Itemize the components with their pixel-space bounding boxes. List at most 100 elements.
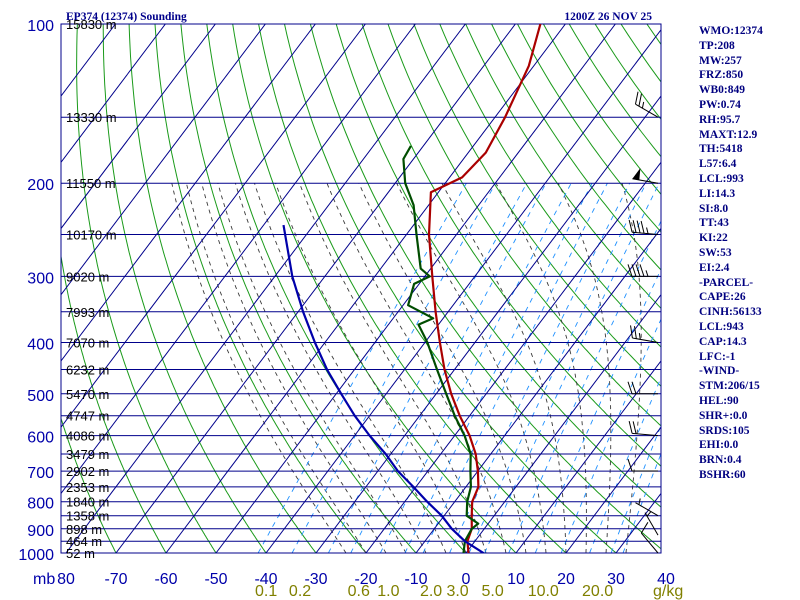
height-label: 1358 m: [66, 509, 109, 524]
stat-line: -WIND-: [699, 365, 740, 378]
height-label: 11550 m: [66, 176, 116, 191]
wind-barb-staff: [632, 337, 659, 343]
wind-barb: [644, 510, 659, 536]
dry-adiabat: [102, 24, 267, 553]
isotherm: [515, 360, 661, 553]
temperature-tick-label: -10: [404, 571, 427, 588]
pressure-tick-label: 200: [27, 177, 54, 194]
wind-barb-staff: [632, 432, 659, 437]
stat-line: WB0:849: [699, 84, 745, 97]
dry-adiabat: [387, 24, 661, 427]
isotherm: [61, 24, 416, 495]
height-label: 15830 m: [66, 17, 117, 32]
mixing-ratio-label: 2.0: [420, 583, 442, 600]
stat-line: MAXT:12.9: [699, 128, 758, 141]
wind-barb-staff: [640, 532, 659, 554]
wind-barb-flag: [632, 220, 637, 233]
isotherm: [61, 24, 266, 296]
wind-barb-flag: [633, 326, 637, 339]
temperature-tick-label: 10: [507, 571, 525, 588]
pressure-tick-label: 500: [27, 388, 54, 405]
temperature-trace: [427, 24, 542, 553]
dry-adiabat: [258, 24, 567, 553]
moist-adiabat: [171, 183, 347, 553]
mixing-ratio-label: 3.0: [446, 583, 468, 600]
isotherm: [115, 24, 516, 553]
temperature-tick-label: 20: [557, 571, 575, 588]
temperature-tick-label: -40: [254, 571, 277, 588]
height-label: 1840 m: [66, 495, 109, 510]
isotherm: [165, 24, 566, 553]
isotherm: [265, 28, 661, 553]
wind-barb: [634, 91, 659, 118]
pressure-tick-label: 100: [27, 18, 54, 35]
wind-barb-flag: [631, 264, 637, 277]
wind-barb-pennant: [632, 167, 641, 180]
stat-line: LFC:-1: [699, 350, 736, 363]
isotherm: [315, 95, 661, 553]
wind-barb: [627, 458, 658, 472]
wind-barb: [640, 522, 659, 554]
height-label: 9020 m: [66, 269, 109, 284]
pressure-tick-label: 900: [27, 523, 54, 540]
mixing-ratio-label: 10.0: [528, 583, 559, 600]
temperature-tick-label: -60: [154, 571, 177, 588]
height-label: 4747 m: [66, 409, 109, 424]
stat-line: BRN:0.4: [699, 454, 742, 467]
height-label: 6232 m: [66, 363, 109, 378]
chart-title: EP374 (12374) Sounding: [66, 11, 187, 23]
wind-barb-flag: [634, 91, 639, 105]
mb-unit-label: mb: [33, 571, 55, 588]
dry-adiabat: [154, 24, 367, 553]
isotherm: [415, 227, 661, 553]
stat-line: FRZ:850: [699, 69, 744, 82]
moist-adiabat: [441, 182, 567, 553]
pressure-tick-label: 1000: [18, 547, 54, 564]
stat-line: LCL:943: [699, 320, 744, 333]
dry-adiabat: [335, 24, 661, 508]
height-label: 5470 m: [66, 387, 109, 402]
temperature-tick-label: 40: [657, 571, 675, 588]
stat-line: TH:5418: [699, 143, 743, 156]
mixing-ratio-line: [534, 268, 661, 553]
stat-line: SRDS:105: [699, 424, 750, 437]
wind-barb: [628, 219, 659, 236]
dry-adiabat: [232, 24, 517, 553]
wind-barb-halfflag: [641, 101, 645, 109]
pressure-tick-label: 400: [27, 336, 54, 353]
isotherm: [65, 24, 466, 553]
height-label: 464 m: [66, 534, 102, 549]
valid-time: 1200Z 26 NOV 25: [564, 11, 652, 23]
isotherm: [465, 293, 661, 553]
moist-adiabat: [557, 183, 612, 553]
moist-adiabat: [621, 183, 642, 553]
moist-adiabat: [234, 183, 427, 553]
plot-frame: [60, 23, 662, 554]
dry-adiabat: [361, 24, 661, 467]
dry-adiabat: [465, 24, 661, 310]
stat-line: EHI:0.0: [699, 439, 739, 452]
wind-barb-flag: [631, 381, 637, 394]
height-label: 4086 m: [66, 429, 109, 444]
stat-line: SW:53: [699, 246, 732, 259]
wind-barb-halfflag: [638, 498, 641, 505]
wind-barb-staff: [635, 502, 659, 517]
temperature-tick-label: -20: [354, 571, 377, 588]
wind-barb-staff: [632, 231, 659, 236]
moist-adiabat: [495, 182, 587, 553]
dry-adiabat: [439, 24, 661, 348]
mixing-ratio-label: 1.0: [377, 583, 399, 600]
mixing-ratio-label: 20.0: [582, 583, 613, 600]
dry-adiabat: [180, 24, 417, 553]
mixing-ratio-label: 0.1: [255, 583, 277, 600]
height-label: 7070 m: [66, 335, 109, 350]
wind-barb-flag: [627, 458, 633, 472]
stat-line: TP:208: [699, 39, 735, 52]
stat-line: SHR+:0.0: [699, 409, 748, 422]
height-label: 3479 m: [66, 447, 109, 462]
moist-adiabat: [358, 183, 527, 553]
stat-line: STM:206/15: [699, 380, 760, 393]
wind-barb-halfflag: [638, 333, 641, 340]
wind-barb: [630, 325, 659, 343]
pressure-tick-label: 800: [27, 496, 54, 513]
